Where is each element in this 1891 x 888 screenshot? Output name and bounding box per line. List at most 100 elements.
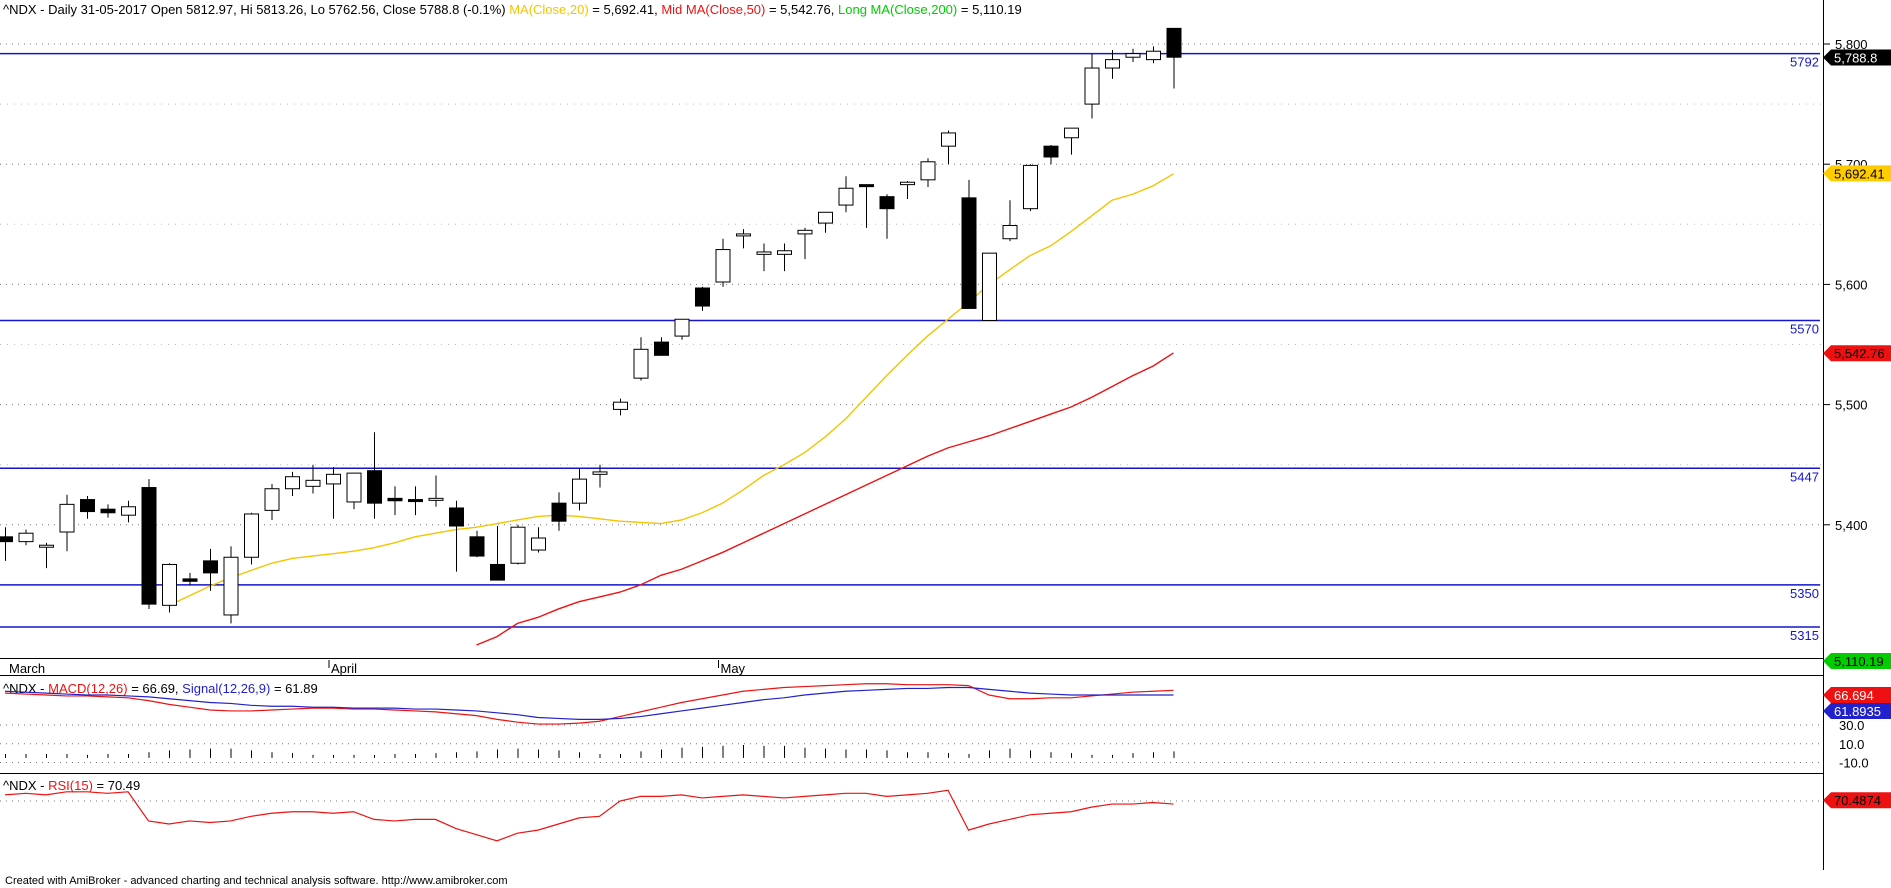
candle-body [961,197,977,309]
candle-body [736,233,751,237]
month-axis: March April May [9,660,746,676]
candle [244,512,259,565]
candle [408,486,423,516]
candle [367,432,382,519]
level-label: 5447 [1790,469,1819,484]
candle-body [326,473,341,485]
candle [1064,127,1079,155]
level-label: 5792 [1790,55,1819,70]
ma-line [168,173,1174,606]
candle-body [141,487,157,605]
candle-body [203,560,218,574]
candle [1146,46,1161,64]
candle [0,527,13,561]
candle-body [510,526,526,564]
month-label: May [721,661,746,676]
candle [674,318,690,340]
candle [1002,200,1018,242]
y-tick-label: 5,600 [1835,277,1868,292]
y-tick-label: 5,800 [1835,37,1868,52]
macd-tick-label: 30.0 [1839,718,1864,733]
level-label: 5350 [1790,586,1819,601]
candle [39,542,54,569]
candle [1166,27,1182,89]
price-tag-label: 5,110.19 [1834,654,1884,669]
macd-tick-label: -10.0 [1839,756,1869,771]
candle [326,467,341,519]
candle [1084,53,1100,119]
candle-body [264,488,280,511]
candle [961,179,977,309]
candle [654,337,669,356]
candle-body [387,497,403,502]
candle [551,492,567,531]
candle-body [674,318,690,337]
candle [80,495,95,519]
candle [203,548,218,591]
price-tag-label: 5,692.41 [1834,166,1885,181]
candle-body [551,502,567,522]
rsi-value-tag: 70.4874 [1823,792,1891,809]
candle [736,229,751,249]
candle [510,524,526,565]
macd-line [4,683,1174,725]
price-tag-label: 5,542.76 [1834,346,1885,361]
candle-body [1105,59,1120,69]
macd-tag-label: 66.694 [1834,688,1874,703]
candle-body [777,250,792,255]
price-tag: 5,542.76 [1823,345,1891,362]
candle-body [1043,145,1059,158]
rsi-title: ^NDX - RSI(15) = 70.49 [3,778,140,793]
candle [756,243,772,272]
price-value-tags: 5,788.8 5,692.41 5,542.76 5,110.19 [1823,49,1891,669]
candlesticks [0,27,1182,624]
rsi-pane: 70.4874 [0,789,1891,842]
month-label: March [9,661,45,676]
candle-body [818,211,833,224]
candle-body [1146,50,1161,61]
price-tag-bg [1823,165,1891,182]
month-label: April [331,661,357,676]
price-tag-bg [1823,653,1891,669]
candle [121,500,136,523]
candle-body [715,249,731,283]
candle-body [162,563,177,606]
candle-body [1064,127,1079,139]
candle [428,475,444,507]
candle-body [982,252,997,321]
candle-body [59,503,75,533]
price-tag: 5,788.8 [1823,49,1891,66]
candle-body [879,196,895,210]
candle-body [613,401,628,410]
candle-body [449,507,464,527]
y-tick-label: 5,400 [1835,518,1868,533]
candle-body [900,181,915,186]
candle [859,184,874,228]
candle-body [100,508,116,514]
candle [141,479,157,609]
price-tag: 5,692.41 [1823,165,1891,182]
candle-body [1166,27,1182,58]
candle [982,252,997,321]
candle [531,527,546,553]
candle [1023,164,1038,212]
candle-body [797,229,813,235]
candle-body [121,506,136,516]
candle [387,486,403,516]
candle [633,337,649,381]
footer-credit: Created with AmiBroker - advanced charti… [5,875,508,887]
candle-body [428,497,444,501]
level-label: 5570 [1790,321,1819,336]
macd-tag-bg [1823,687,1891,703]
candle-body [1023,164,1038,210]
moving-average-lines [168,173,1174,646]
candle-body [531,537,546,551]
candle-body [941,132,956,147]
candle-body [920,161,936,181]
macd-tag-label: 61.8935 [1834,704,1881,719]
candle [879,194,895,239]
pane-frames [0,0,1824,870]
candle [285,471,300,496]
